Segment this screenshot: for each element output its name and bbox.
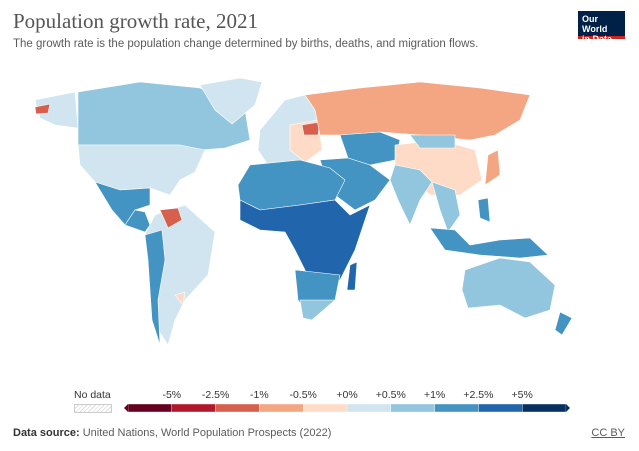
country-australia[interactable] — [461, 257, 556, 319]
source-label: Data source: — [13, 427, 80, 439]
country-mongolia[interactable] — [409, 134, 456, 149]
legend-bin[interactable] — [434, 403, 479, 413]
legend-bin[interactable] — [346, 403, 391, 413]
legend-label: +5% — [511, 389, 533, 401]
country-uruguay[interactable] — [174, 291, 186, 306]
source-text: United Nations, World Population Prospec… — [82, 427, 332, 439]
country-iceland[interactable] — [34, 103, 51, 115]
region-central-america[interactable] — [124, 209, 151, 233]
legend-label: -1% — [250, 389, 269, 401]
legend-bin[interactable] — [390, 403, 435, 413]
country-japan[interactable] — [484, 149, 501, 186]
region-indonesia[interactable] — [429, 227, 549, 259]
country-south-africa[interactable] — [299, 299, 336, 321]
country-new-zealand[interactable] — [554, 311, 573, 336]
legend-label: +0.5% — [375, 389, 406, 401]
chart-subtitle: The growth rate is the population change… — [13, 38, 479, 50]
legend-label: -0.5% — [289, 389, 317, 401]
country-philippines[interactable] — [477, 197, 491, 223]
country-russia[interactable] — [304, 81, 531, 141]
country-usa[interactable] — [77, 144, 206, 196]
legend-color-bar — [124, 403, 570, 413]
legend-no-data-label: No data — [74, 389, 111, 401]
legend-label: +1% — [423, 389, 446, 401]
legend-label: -2.5% — [201, 389, 230, 401]
region-southeast-asia[interactable] — [431, 181, 461, 233]
legend-bin[interactable] — [259, 403, 304, 413]
legend-label: -5% — [162, 389, 182, 401]
data-source: Data source: United Nations, World Popul… — [13, 427, 331, 439]
legend-bin[interactable] — [522, 403, 567, 413]
world-map[interactable] — [0, 60, 639, 360]
country-peru-west[interactable] — [144, 229, 166, 346]
legend-bin[interactable] — [127, 403, 172, 413]
legend-bin[interactable] — [215, 403, 260, 413]
country-greenland[interactable] — [199, 77, 263, 125]
legend-label: +2.5% — [463, 389, 494, 401]
legend-label: +0% — [336, 389, 358, 401]
legend-bin[interactable] — [302, 403, 348, 413]
legend-bin[interactable] — [478, 403, 523, 413]
owid-logo[interactable]: Our World in Data — [578, 11, 625, 44]
legend-arrow-right — [566, 404, 570, 412]
country-venezuela[interactable] — [159, 207, 183, 229]
country-ukraine[interactable] — [301, 121, 321, 136]
legend-no-data-swatch — [74, 404, 112, 413]
chart-title: Population growth rate, 2021 — [13, 9, 258, 33]
license-link[interactable]: CC BY — [591, 427, 625, 439]
region-sahel-africa[interactable] — [239, 199, 371, 281]
legend-bin[interactable] — [171, 403, 216, 413]
legend-arrow-left — [124, 404, 128, 412]
country-mexico[interactable] — [94, 181, 151, 226]
country-madagascar[interactable] — [346, 261, 358, 291]
country-india[interactable] — [389, 164, 433, 226]
country-alaska[interactable] — [34, 91, 79, 129]
